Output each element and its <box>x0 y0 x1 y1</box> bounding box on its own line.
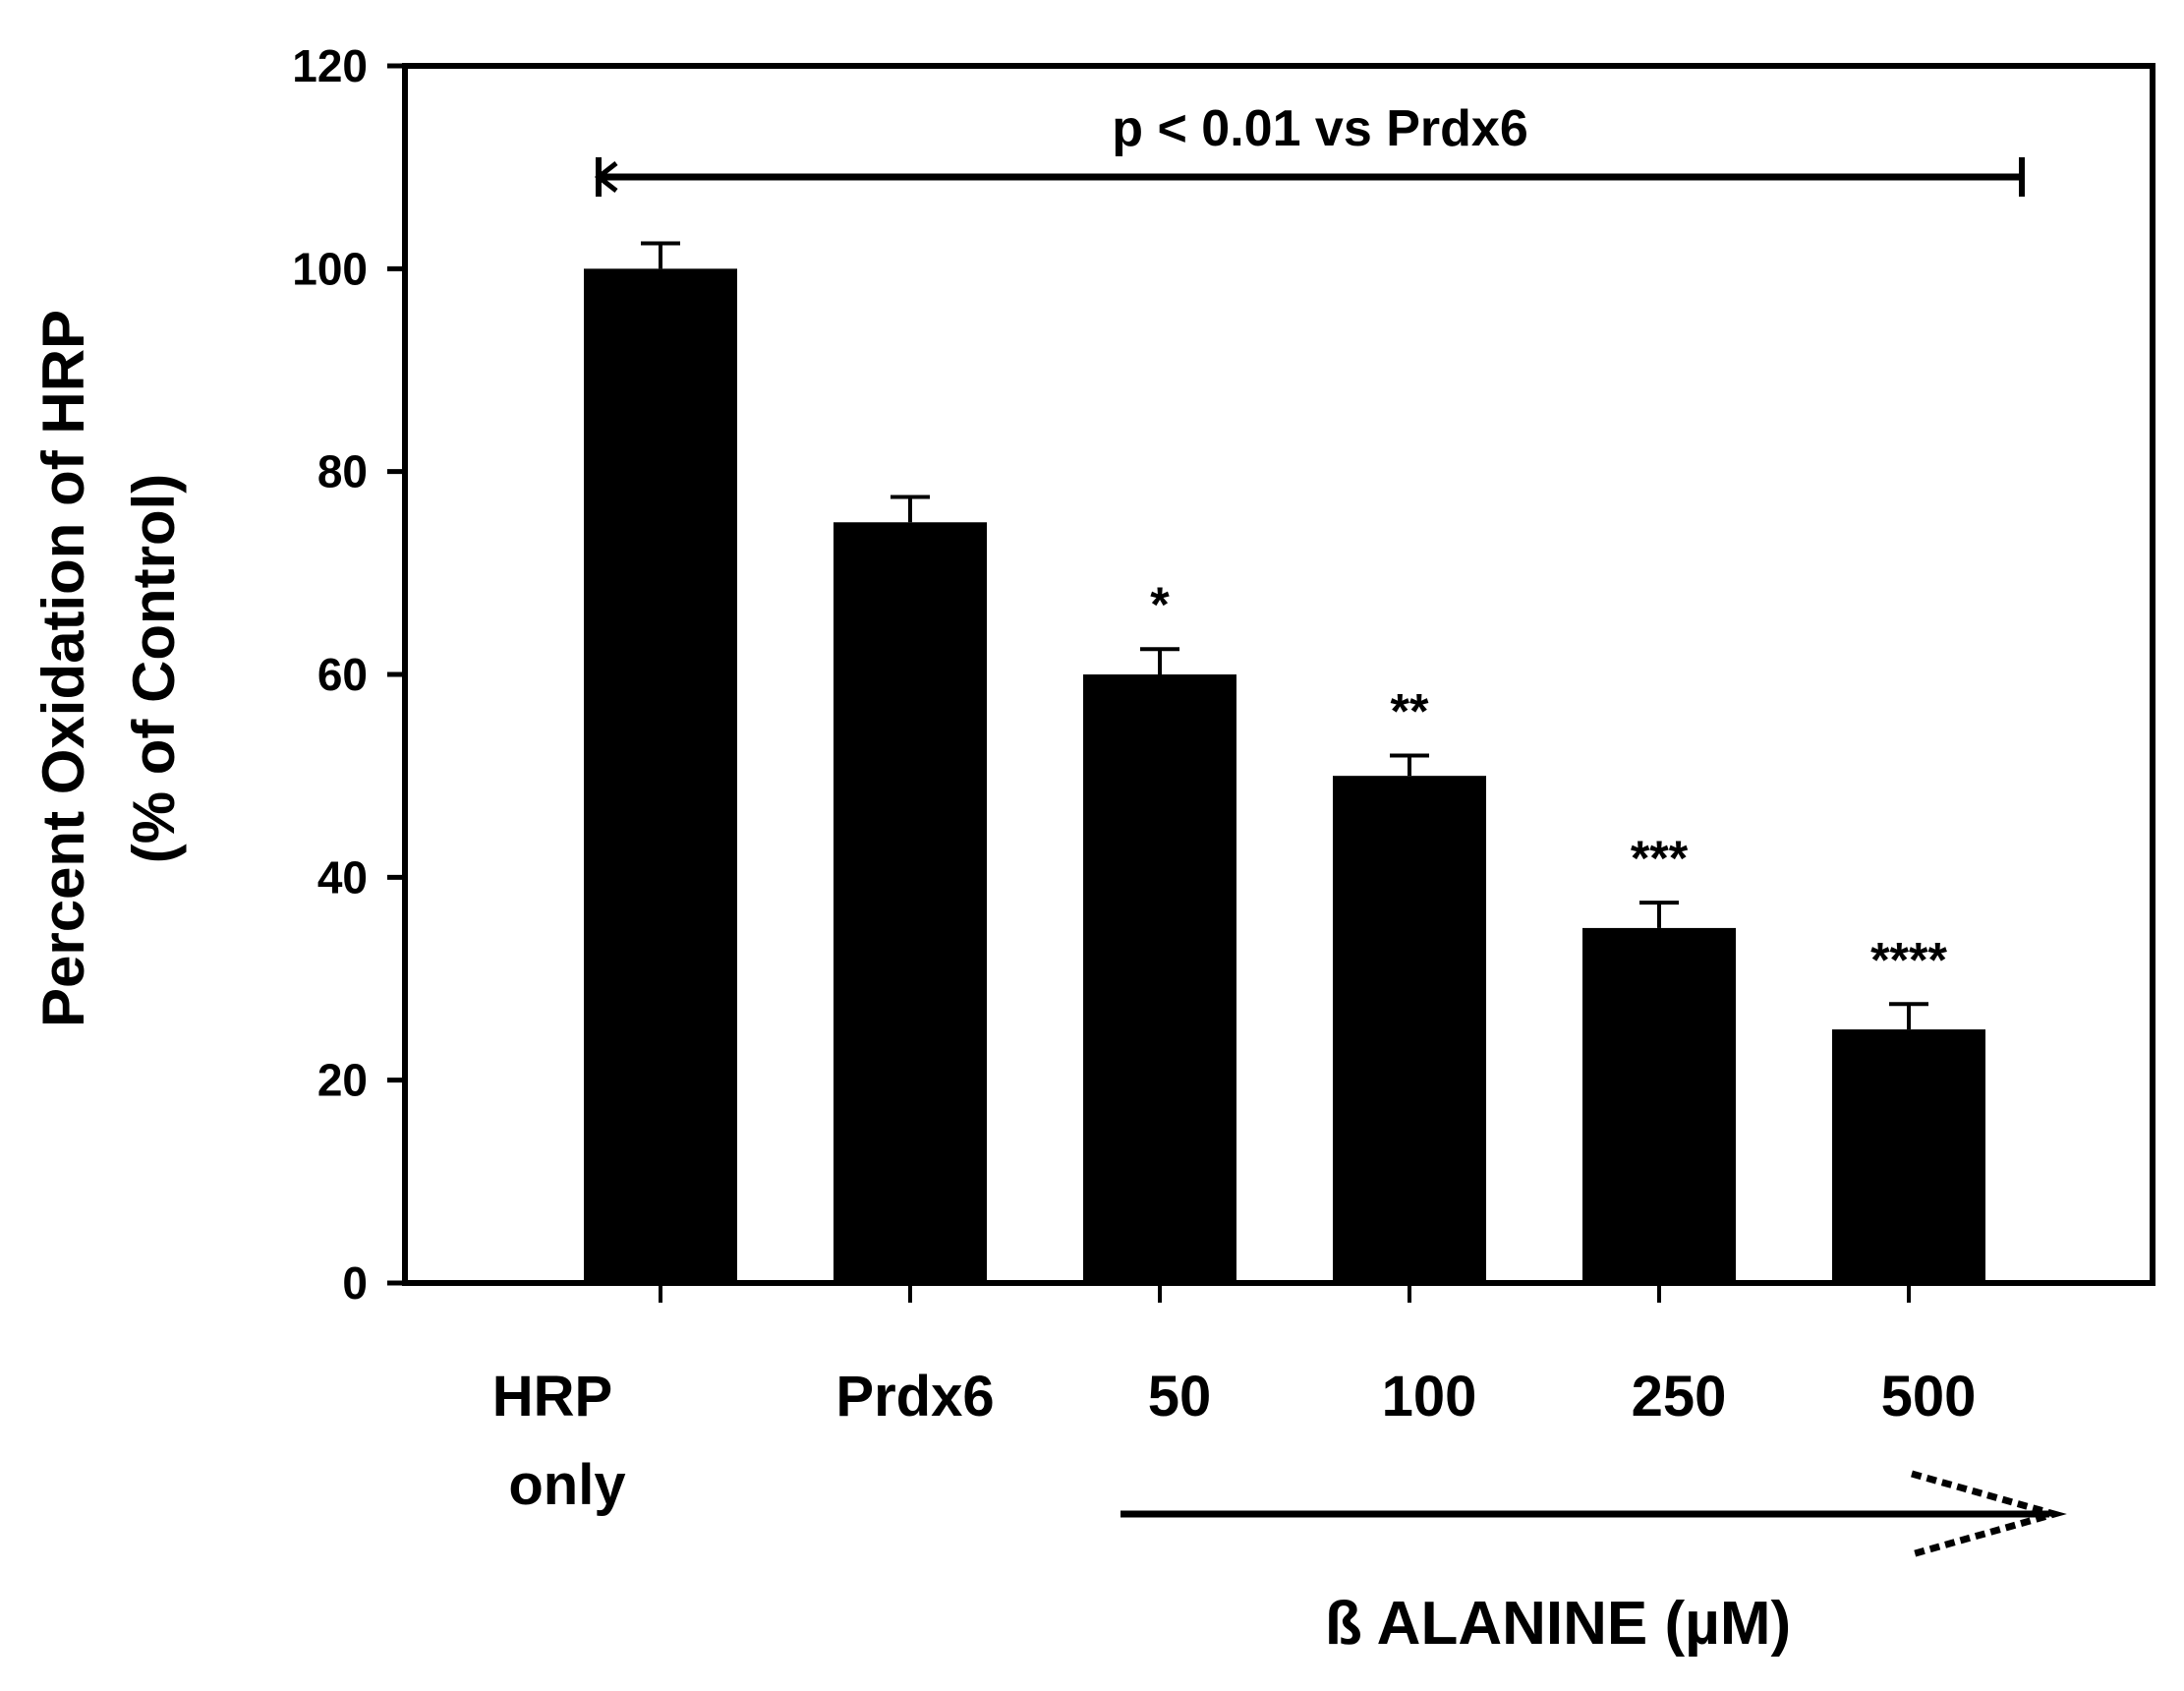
significance-label: **** <box>1870 932 1947 987</box>
y-tick-label: 80 <box>317 446 368 497</box>
x-group-arrow <box>1121 1470 2067 1558</box>
significance-label: *** <box>1631 831 1689 886</box>
bar-100 <box>1333 776 1486 1283</box>
plot-area: 0 20 40 60 80 100 120 HRP only Prdx6 * 50 ** 100 *** 25… <box>292 40 2155 1517</box>
x-tick-label: HRP <box>492 1365 612 1429</box>
x-tick-label: 100 <box>1382 1365 1477 1429</box>
x-tick-label-line2: only <box>508 1453 625 1517</box>
y-axis-title-line2: (% of Control) <box>121 474 187 864</box>
y-axis-title-line1: Percent Oxidation of HRP <box>30 310 96 1027</box>
significance-label: * <box>1150 577 1170 632</box>
y-tick-label: 120 <box>292 40 368 91</box>
x-axis-title: ß ALANINE (µM) <box>1325 1590 1791 1658</box>
bar-500 <box>1832 1029 1985 1283</box>
significance-label: ** <box>1391 684 1429 739</box>
x-tick-label: Prdx6 <box>835 1365 994 1429</box>
y-tick-label: 60 <box>317 649 368 700</box>
bar-prdx6 <box>833 522 987 1283</box>
y-tick-label: 0 <box>342 1257 368 1309</box>
bar-250 <box>1582 927 1736 1283</box>
bar-hrp <box>584 268 737 1283</box>
bar-50 <box>1083 674 1236 1283</box>
x-tick-label: 250 <box>1632 1365 1727 1429</box>
annotation-arrowhead-left <box>594 161 618 193</box>
annotation-text: p < 0.01 vs Prdx6 <box>1112 100 1528 157</box>
x-tick-label: 50 <box>1148 1365 1212 1429</box>
y-tick-label: 40 <box>317 851 368 903</box>
y-axis-title: Percent Oxidation of HRP (% of Control) <box>30 310 187 1027</box>
x-group-arrow-head <box>1911 1470 2067 1558</box>
x-tick-label: 500 <box>1881 1365 1977 1429</box>
y-tick-label: 100 <box>292 243 368 294</box>
y-tick-label: 20 <box>317 1055 368 1106</box>
